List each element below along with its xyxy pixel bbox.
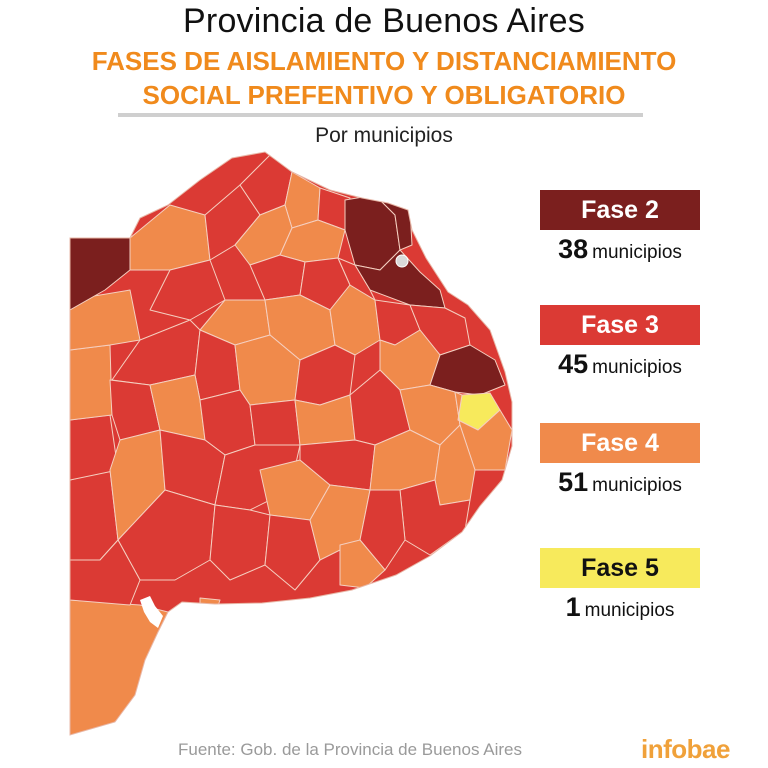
municipality [284, 171, 321, 229]
legend-fase-4-unit: municipios [592, 475, 682, 496]
province-outline [69, 151, 513, 736]
legend-fase-4-swatch: Fase 4 [540, 423, 700, 463]
legend-fase-2-number: 38 [558, 234, 589, 264]
legend-fase-2-unit: municipios [592, 242, 682, 263]
municipality [70, 469, 119, 561]
legend-fase-3-unit: municipios [592, 357, 682, 378]
legend-fase-3-count: 45 municipios [540, 349, 700, 380]
municipality [70, 344, 113, 421]
legend-fase-5: Fase 5 1 municipios [540, 548, 710, 623]
legend-fase-5-count: 1 municipios [540, 592, 700, 623]
legend-fase-2: Fase 2 38 municipios [540, 190, 710, 265]
municipality [249, 399, 301, 446]
source-note: Fuente: Gob. de la Provincia de Buenos A… [178, 740, 522, 759]
municipality [337, 257, 376, 301]
municipality [70, 289, 141, 351]
legend-fase-3-swatch: Fase 3 [540, 305, 700, 345]
municipality [70, 539, 141, 606]
legend-fase-2-count: 38 municipios [540, 234, 700, 265]
subtitle-line-2: SOCIAL PREFENTIVO Y OBLIGATORIO [142, 80, 626, 110]
title-divider [118, 113, 643, 117]
legend-fase-4-number: 51 [558, 467, 589, 497]
legend-fase-4: Fase 4 51 municipios [540, 423, 710, 498]
municipality [264, 514, 321, 591]
municipality [339, 539, 386, 589]
legend-fase-4-count: 51 municipios [540, 467, 700, 498]
legend-fase-2-swatch: Fase 2 [540, 190, 700, 230]
infobae-logo: infobae [641, 734, 730, 764]
municipality [129, 204, 211, 271]
municipality [359, 489, 406, 571]
map-subtitle: FASES DE AISLAMIENTO Y DISTANCIAMIENTO S… [0, 44, 768, 112]
capital-federal-marker [395, 254, 409, 268]
municipality [199, 597, 221, 607]
municipality-fase-2 [354, 249, 446, 309]
legend-fase-5-unit: municipios [584, 600, 675, 621]
municipality [399, 479, 471, 556]
legend-fase-5-swatch: Fase 5 [540, 548, 700, 588]
subtitle-line-1: FASES DE AISLAMIENTO Y DISTANCIAMIENTO [91, 46, 677, 76]
province-map [69, 151, 513, 736]
legend-fase-5-number: 1 [565, 592, 581, 622]
legend-fase-3: Fase 3 45 municipios [540, 305, 710, 380]
map-title: Provincia de Buenos Aires [183, 2, 585, 40]
municipality [149, 259, 226, 321]
legend-fase-3-number: 45 [558, 349, 589, 379]
bay-island [140, 596, 163, 628]
map-caption: Por municipios [315, 124, 453, 147]
